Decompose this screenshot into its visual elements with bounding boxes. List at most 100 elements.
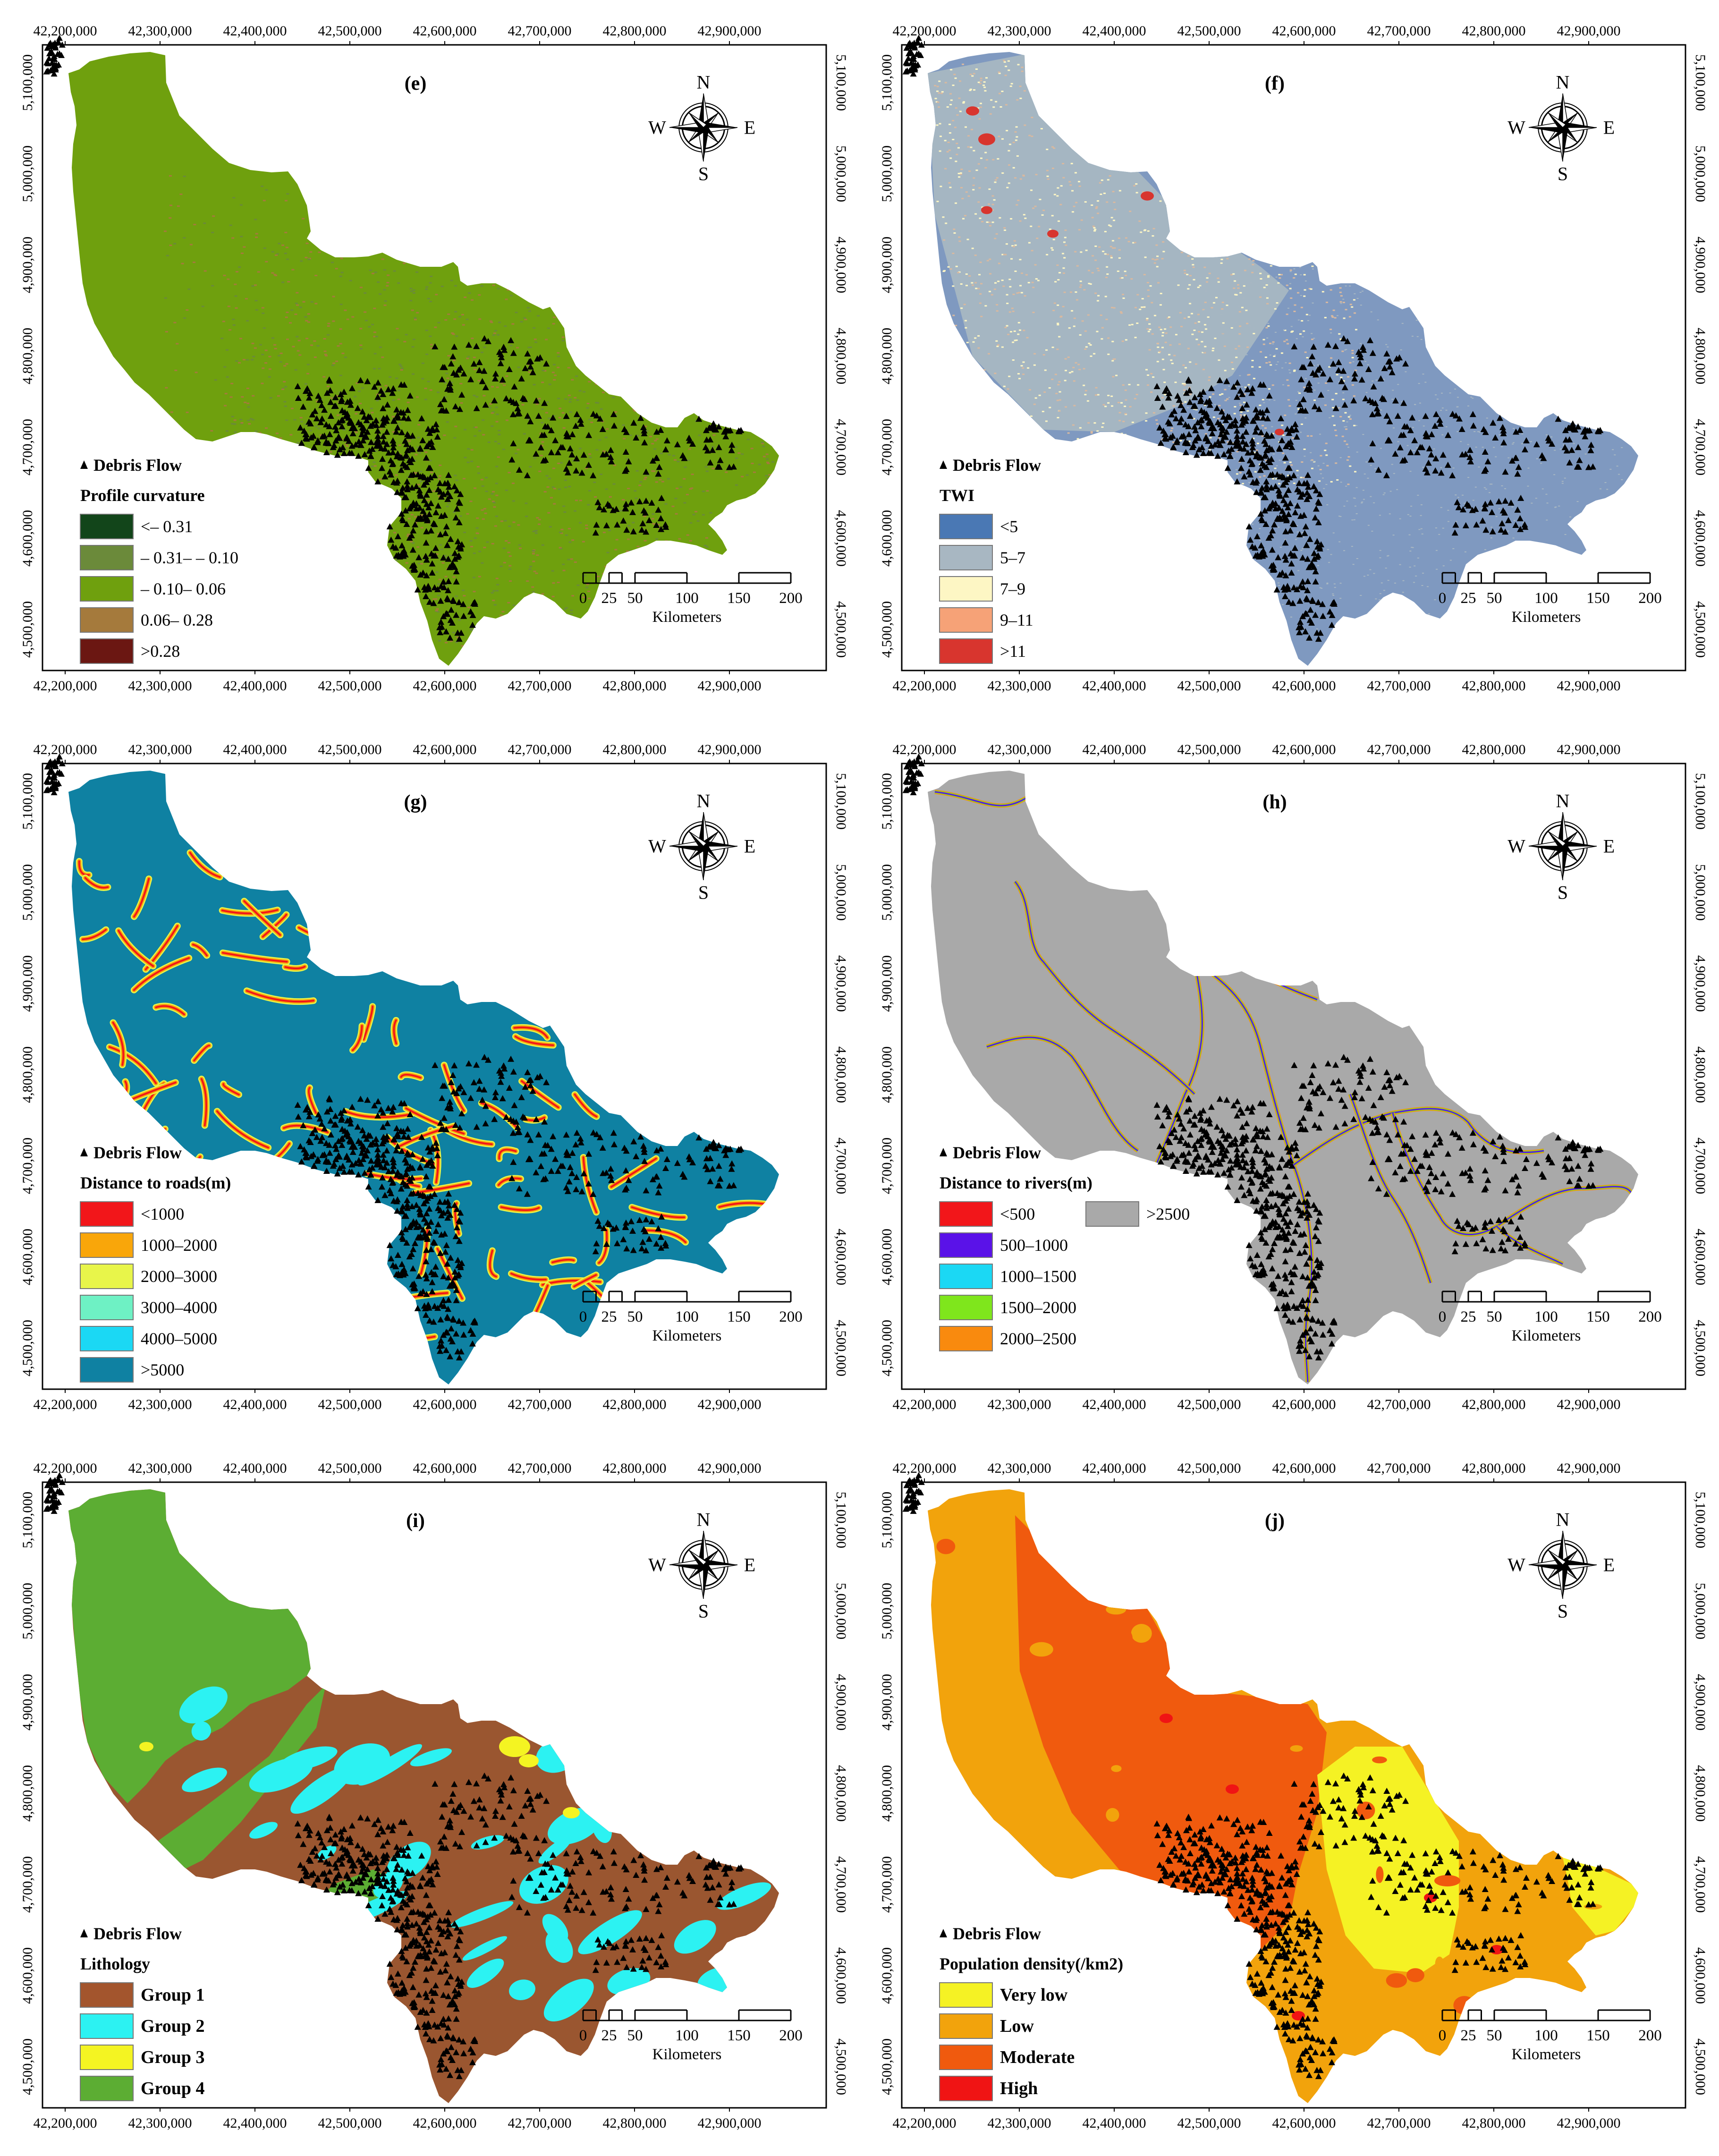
y-tick-label-left: 4,500,000	[20, 601, 35, 658]
curvature-cell	[425, 288, 428, 290]
debris-flow-marker	[1234, 478, 1241, 484]
curvature-cell	[410, 514, 414, 516]
curvature-cell	[462, 478, 466, 480]
debris-flow-marker	[633, 434, 640, 441]
curvature-cell	[702, 491, 705, 492]
twi-cell	[965, 126, 967, 128]
curvature-cell	[240, 252, 244, 254]
curvature-cell	[767, 462, 770, 464]
curvature-cell	[447, 313, 450, 315]
twi-cell	[970, 146, 973, 148]
twi-cell	[1284, 539, 1287, 540]
twi-cell	[1422, 572, 1424, 574]
twi-cell	[979, 106, 982, 108]
twi-cell	[1008, 144, 1011, 145]
curvature-cell	[373, 307, 376, 309]
debris-flow-marker	[1268, 456, 1275, 462]
debris-flow-marker	[1335, 367, 1342, 373]
curvature-cell	[508, 568, 511, 570]
twi-cell	[1324, 317, 1327, 319]
curvature-cell	[683, 478, 686, 480]
debris-flow-marker	[390, 543, 397, 550]
debris-flow-marker	[373, 422, 380, 428]
twi-cell	[1278, 274, 1281, 276]
curvature-cell	[636, 435, 640, 437]
debris-flow-marker	[1292, 421, 1299, 427]
debris-flow-marker	[426, 1230, 433, 1236]
curvature-cell	[373, 465, 377, 467]
debris-flow-marker	[394, 424, 401, 431]
curvature-cell	[169, 245, 172, 246]
twi-cell	[1118, 412, 1121, 414]
twi-cell	[1320, 455, 1322, 457]
curvature-cell	[225, 430, 229, 432]
curvature-cell	[537, 523, 541, 525]
twi-cell	[1221, 325, 1223, 327]
twi-cell	[1268, 388, 1270, 390]
curvature-cell	[575, 500, 578, 501]
twi-cell	[1259, 539, 1262, 541]
debris-flow-marker	[311, 1162, 318, 1169]
debris-flow-marker	[1239, 433, 1246, 439]
curvature-cell	[526, 580, 529, 582]
x-tick-label-bottom: 42,200,000	[893, 678, 957, 694]
curvature-cell	[495, 494, 499, 496]
debris-flow-marker	[378, 465, 385, 471]
twi-cell	[1412, 427, 1414, 428]
twi-cell	[1268, 399, 1270, 400]
curvature-cell	[483, 346, 486, 348]
debris-flow-marker	[1377, 375, 1384, 382]
twi-cell	[1215, 297, 1218, 298]
debris-flow-marker	[300, 403, 307, 410]
curvature-cell	[292, 346, 295, 348]
debris-flow-marker	[1270, 565, 1277, 572]
debris-flow-marker	[336, 1153, 343, 1160]
twi-cell	[995, 101, 998, 102]
twi-cell	[983, 369, 986, 371]
twi-cell	[1295, 539, 1297, 540]
twi-cell	[1046, 175, 1049, 177]
debris-flow-marker	[423, 539, 430, 546]
twi-cell	[1118, 420, 1121, 422]
twi-cell	[1006, 303, 1009, 305]
curvature-cell	[290, 309, 294, 311]
curvature-cell	[481, 485, 484, 487]
debris-flow-marker	[346, 1137, 353, 1144]
twi-cell	[1125, 274, 1127, 276]
debris-flow-marker	[368, 439, 375, 445]
debris-flow-marker	[500, 1062, 507, 1069]
debris-flow-marker	[1575, 423, 1582, 430]
curvature-cell	[538, 398, 541, 399]
curvature-cell	[309, 430, 312, 432]
curvature-cell	[406, 401, 410, 403]
twi-cell	[1182, 364, 1185, 366]
curvature-cell	[229, 224, 232, 226]
curvature-cell	[483, 547, 486, 549]
curvature-cell	[551, 570, 554, 572]
twi-cell	[1347, 447, 1350, 448]
twi-cell	[1102, 422, 1105, 424]
debris-flow-marker	[1190, 442, 1197, 449]
twi-cell	[994, 179, 997, 181]
debris-flow-marker	[381, 1192, 389, 1198]
twi-cell	[1006, 130, 1008, 132]
twi-cell	[1160, 329, 1162, 331]
curvature-cell	[346, 445, 349, 447]
twi-cell	[1361, 501, 1363, 503]
curvature-cell	[429, 335, 432, 337]
debris-flow-marker	[1233, 427, 1240, 434]
twi-cell	[1303, 386, 1306, 388]
curvature-cell	[453, 318, 457, 320]
road-line	[413, 1182, 470, 1194]
curvature-cell	[340, 272, 344, 273]
twi-cell	[1289, 269, 1292, 271]
twi-cell	[1340, 482, 1342, 483]
scale-tick-label: 0	[579, 590, 587, 607]
debris-flow-marker	[51, 771, 58, 778]
curvature-cell	[429, 301, 432, 303]
twi-cell	[1276, 302, 1279, 304]
twi-cell	[963, 101, 965, 103]
twi-cell	[1243, 414, 1246, 416]
x-tick-label-bottom: 42,400,000	[1083, 678, 1146, 694]
curvature-cell	[452, 333, 455, 335]
